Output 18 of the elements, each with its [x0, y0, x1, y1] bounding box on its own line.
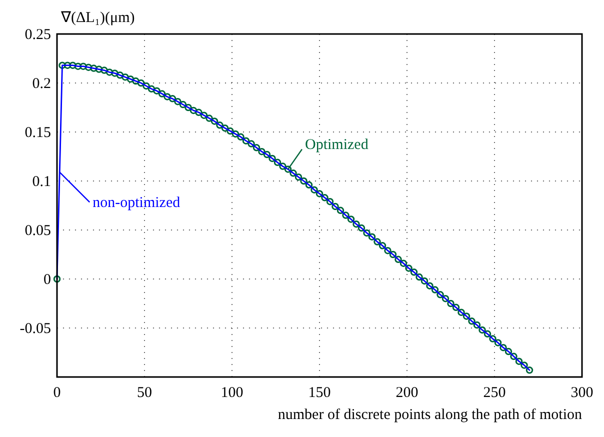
x-axis-title: number of discrete points along the path of motion: [278, 407, 582, 423]
y-tick-label: 0.15: [24, 125, 51, 141]
x-tick-label: 250: [483, 385, 506, 401]
x-tick-label: 50: [137, 385, 152, 401]
y-tick-label: -0.05: [20, 321, 51, 337]
x-tick-label: 100: [220, 385, 244, 401]
y-tick-label: 0.1: [32, 174, 51, 190]
x-tick-label: 200: [396, 385, 418, 401]
x-tick-label: 300: [570, 385, 594, 401]
x-tick-label: 150: [308, 385, 331, 401]
text: non-optimized: [92, 195, 181, 212]
y-tick-label: 0.25: [24, 27, 51, 43]
y-axis-title: ∇(ΔL₁)(μm): [60, 10, 135, 26]
x-tick-label: 0: [53, 385, 61, 401]
y-tick-label: 0.05: [24, 223, 51, 239]
series-label: Optimized: [305, 137, 369, 154]
y-tick-label: 0: [44, 272, 51, 288]
y-tick-label: 0.2: [32, 76, 51, 92]
